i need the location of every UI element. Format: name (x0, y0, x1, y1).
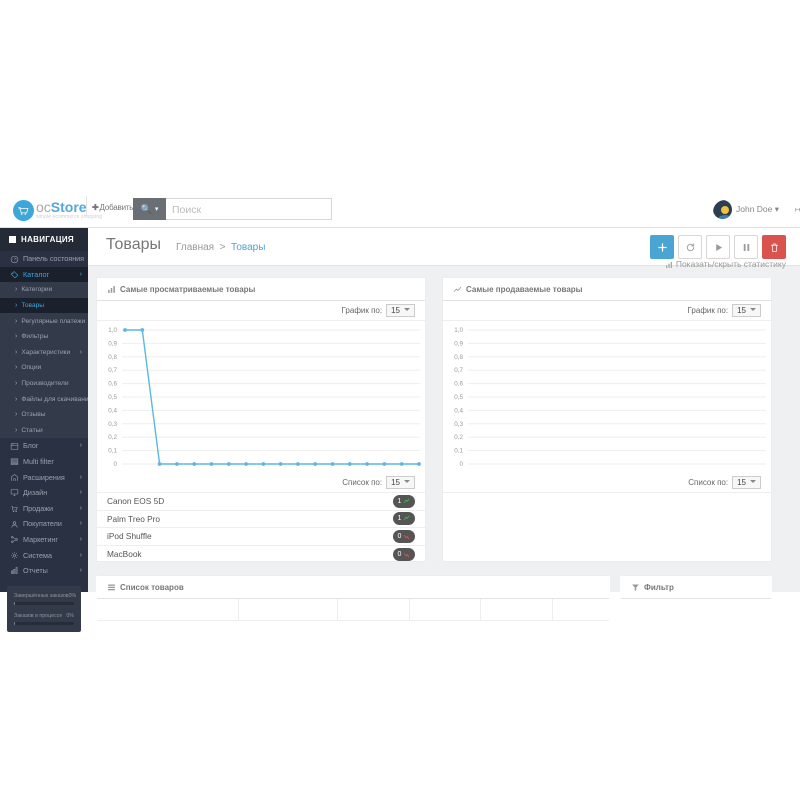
svg-text:0,9: 0,9 (108, 340, 117, 347)
svg-text:0: 0 (113, 461, 117, 468)
svg-text:0,7: 0,7 (454, 367, 463, 374)
svg-text:0,6: 0,6 (454, 381, 463, 388)
svg-text:0,4: 0,4 (454, 407, 463, 414)
svg-text:0,3: 0,3 (108, 421, 117, 428)
svg-text:1,0: 1,0 (108, 327, 117, 334)
svg-text:0,1: 0,1 (108, 448, 117, 455)
svg-text:0,2: 0,2 (454, 434, 463, 441)
svg-text:0: 0 (459, 461, 463, 468)
svg-text:0,4: 0,4 (108, 407, 117, 414)
svg-text:0,3: 0,3 (454, 421, 463, 428)
svg-text:0,5: 0,5 (108, 394, 117, 401)
svg-text:0,5: 0,5 (454, 394, 463, 401)
svg-text:1,0: 1,0 (454, 327, 463, 334)
svg-text:0,9: 0,9 (454, 340, 463, 347)
svg-text:0,8: 0,8 (108, 354, 117, 361)
svg-text:0,8: 0,8 (454, 354, 463, 361)
svg-text:0,7: 0,7 (108, 367, 117, 374)
svg-text:0,1: 0,1 (454, 448, 463, 455)
svg-text:0,2: 0,2 (108, 434, 117, 441)
svg-text:0,6: 0,6 (108, 381, 117, 388)
